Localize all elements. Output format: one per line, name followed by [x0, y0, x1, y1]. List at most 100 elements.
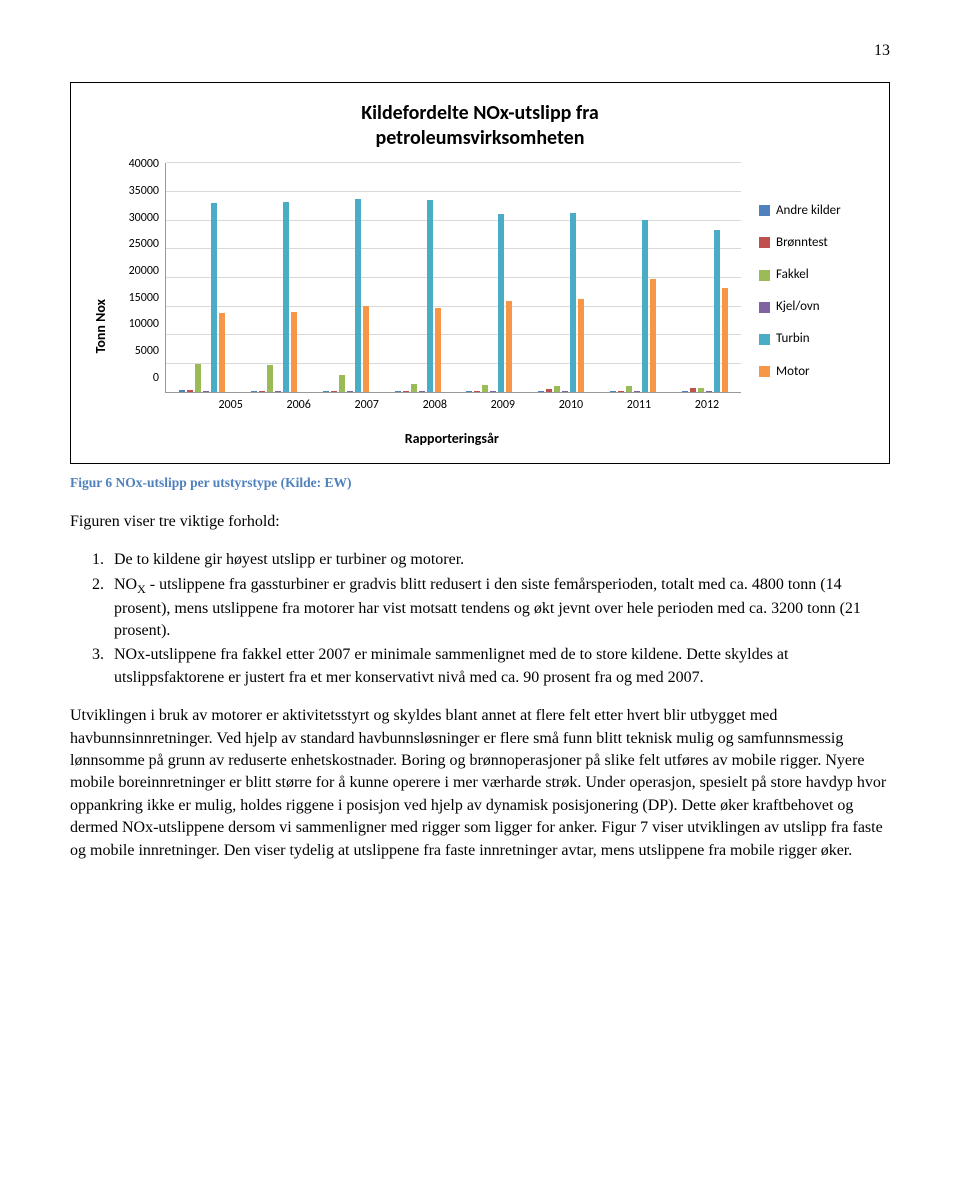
bar [347, 391, 353, 393]
bar [275, 391, 281, 393]
bar [714, 230, 720, 392]
bar [498, 214, 504, 393]
numbered-list: De to kildene gir høyest utslipp er turb… [96, 549, 890, 689]
bar [626, 386, 632, 393]
y-tick-label: 0 [129, 370, 159, 387]
x-tick-label: 2011 [627, 397, 651, 414]
chart-legend: Andre kilder Brønntest Fakkel Kjel/ovn Turbi… [759, 202, 869, 411]
bar [203, 391, 209, 393]
legend-label: Fakkel [776, 266, 809, 284]
bar [339, 375, 345, 392]
bar [578, 299, 584, 392]
legend-item: Kjel/ovn [759, 298, 869, 316]
chart-title: Kildefordelte NOx-utslipp fra petroleums… [91, 101, 869, 151]
bar [219, 313, 225, 392]
bar [634, 391, 640, 393]
plot-column: 4000035000300002500020000150001000050000… [129, 163, 741, 449]
plot-area [165, 163, 741, 393]
y-axis-ticks: 40000 35000 30000 25000 20000 15000 10000 5000 0 [129, 156, 165, 386]
bar-group [673, 163, 738, 392]
bar [706, 391, 712, 393]
bar [283, 202, 289, 392]
plot-row: 4000035000300002500020000150001000050000 [129, 163, 741, 393]
bar [482, 385, 488, 392]
body-text: Figuren viser tre viktige forhold: De to… [70, 511, 890, 862]
legend-label: Brønntest [776, 234, 828, 252]
bar [187, 390, 193, 392]
y-tick-label: 35000 [129, 183, 159, 200]
bar [554, 386, 560, 393]
legend-label: Motor [776, 363, 810, 381]
legend-label: Andre kilder [776, 202, 841, 220]
bar [395, 391, 401, 392]
x-tick-label: 2009 [491, 397, 515, 414]
legend-label: Turbin [776, 330, 810, 348]
bar [650, 279, 656, 392]
x-axis-label: Rapporteringsår [163, 429, 741, 449]
bar [562, 391, 568, 393]
chart-title-line-2: petroleumsvirksomheten [376, 126, 585, 150]
bar [490, 391, 496, 393]
y-tick-label: 5000 [129, 343, 159, 360]
bar [698, 388, 704, 393]
bar-group [313, 163, 378, 392]
x-tick-label: 2005 [218, 397, 242, 414]
bar [179, 390, 185, 392]
bar [618, 391, 624, 392]
legend-swatch [759, 366, 770, 377]
bar [682, 391, 688, 392]
bar [291, 312, 297, 392]
bar [259, 391, 265, 393]
y-tick-label: 10000 [129, 316, 159, 333]
legend-swatch [759, 270, 770, 281]
bar-group [170, 163, 235, 392]
bar [435, 308, 441, 393]
bar-group [385, 163, 450, 392]
x-tick-label: 2007 [355, 397, 379, 414]
legend-item: Andre kilder [759, 202, 869, 220]
x-tick-label: 2006 [286, 397, 310, 414]
bar [690, 388, 696, 392]
y-tick-label: 20000 [129, 263, 159, 280]
bar [363, 306, 369, 392]
bar [267, 365, 273, 392]
bar [411, 384, 417, 393]
x-axis-ticks: 20052006200720082009201020112012 [163, 397, 741, 413]
bar-group [241, 163, 306, 392]
bar [355, 199, 361, 393]
y-axis-label: Tonn Nox [91, 259, 111, 353]
chart-body: Tonn Nox 4000035000300002500020000150001… [91, 163, 869, 449]
legend-swatch [759, 302, 770, 313]
intro-paragraph: Figuren viser tre viktige forhold: [70, 511, 890, 533]
bar [466, 391, 472, 392]
page-number: 13 [70, 40, 890, 62]
bar-group [529, 163, 594, 392]
y-tick-label: 15000 [129, 290, 159, 307]
x-tick-label: 2010 [559, 397, 583, 414]
bar [506, 301, 512, 393]
y-tick-label: 30000 [129, 210, 159, 227]
list-item: NOX - utslippene fra gassturbiner er gra… [108, 574, 890, 643]
legend-swatch [759, 237, 770, 248]
legend-item: Turbin [759, 330, 869, 348]
main-paragraph: Utviklingen i bruk av motorer er aktivit… [70, 705, 890, 862]
legend-item: Brønntest [759, 234, 869, 252]
bar [474, 391, 480, 392]
bar [419, 391, 425, 393]
bar-group [457, 163, 522, 392]
legend-item: Motor [759, 363, 869, 381]
bar [403, 391, 409, 392]
chart-container: Kildefordelte NOx-utslipp fra petroleums… [70, 82, 890, 464]
y-tick-label: 25000 [129, 236, 159, 253]
legend-swatch [759, 334, 770, 345]
bar [427, 200, 433, 392]
bar [195, 364, 201, 393]
y-tick-label: 40000 [129, 156, 159, 173]
bar [323, 391, 329, 393]
chart-title-line-1: Kildefordelte NOx-utslipp fra [361, 101, 599, 125]
x-tick-label: 2012 [695, 397, 719, 414]
bar-group [601, 163, 666, 392]
bar [251, 391, 257, 393]
x-ticks-wrap: 20052006200720082009201020112012 [197, 397, 741, 413]
list-item: NOx-utslippene fra fakkel etter 2007 er … [108, 644, 890, 689]
